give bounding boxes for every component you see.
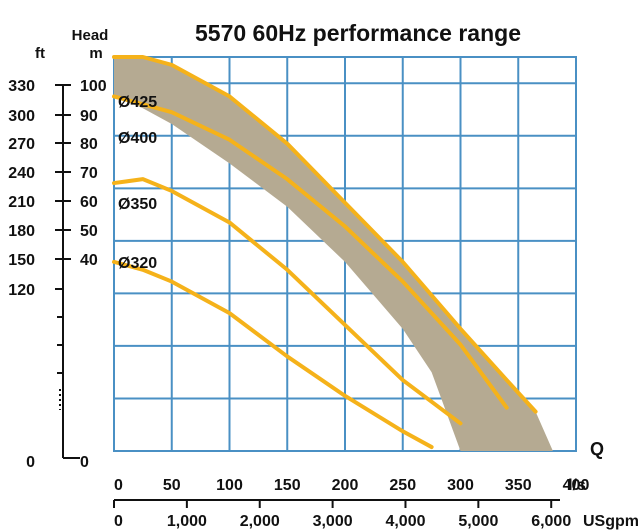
y-ticks-m: 0 40 50 60 70 80 90 100 [62, 78, 107, 471]
y-tick-label-m: 80 [80, 136, 98, 153]
curve-line [112, 259, 434, 450]
y-tick-label-ft: 180 [8, 223, 35, 240]
curve-label: Ø350 [118, 196, 157, 213]
curve-label: Ø400 [118, 130, 157, 147]
x-tick-label-usgpm: 6,000 [531, 513, 571, 530]
x-tick-label-ls: 200 [332, 477, 359, 494]
x-tick-label-ls: 150 [274, 477, 301, 494]
y-tick-label-m: 50 [80, 223, 98, 240]
x-tick-label-usgpm: 1,000 [167, 513, 207, 530]
y-tick-label-m: 40 [80, 252, 98, 269]
y-tick-label-ft: 210 [8, 194, 35, 211]
curve-labels: Ø425 Ø400 Ø350 Ø320 [118, 94, 157, 272]
y-tick-label-m: 0 [80, 454, 89, 471]
range-fill [114, 57, 553, 451]
x-tick-label-ls: 400 [563, 477, 590, 494]
curve-label: Ø425 [118, 94, 157, 111]
x-ticks-usgpm: 0 1,000 2,000 3,000 4,000 5,000 6,000 [113, 499, 571, 530]
curve-line [112, 94, 509, 410]
impeller-curves [112, 55, 538, 450]
x-tick-label-usgpm: 5,000 [458, 513, 498, 530]
x-tick-label-usgpm: 0 [114, 513, 123, 530]
y-tick-label-ft: 240 [8, 165, 35, 182]
y-axis-unit-ft: ft [35, 45, 45, 62]
y-tick-label-m: 60 [80, 194, 98, 211]
x-axis-label: Q [590, 439, 604, 459]
x-axis-unit-ls: l/s [568, 477, 586, 494]
y-tick-label-ft: 150 [8, 252, 35, 269]
y-tick-label-ft: 0 [26, 454, 35, 471]
y-tick-label-m: 100 [80, 78, 107, 95]
y-axis-unit-m: m [89, 45, 102, 62]
curve-line [112, 177, 463, 426]
y-tick-label-m: 90 [80, 108, 98, 125]
x-tick-label-usgpm: 3,000 [313, 513, 353, 530]
y-axis-label: Head [72, 27, 109, 44]
x-ticks-ls: 0 50 100 150 200 250 300 350 400 [114, 477, 589, 494]
y-ticks-ft: 0 120 150 180 210 240 270 300 330 [8, 78, 63, 471]
x-tick-label-ls: 250 [389, 477, 416, 494]
x-tick-label-ls: 100 [216, 477, 243, 494]
x-tick-label-usgpm: 4,000 [385, 513, 425, 530]
y-tick-label-ft: 330 [8, 78, 35, 95]
chart-title: 5570 60Hz performance range [195, 20, 521, 46]
y-tick-label-ft: 270 [8, 136, 35, 153]
y-tick-label-ft: 300 [8, 108, 35, 125]
x-tick-label-ls: 0 [114, 477, 123, 494]
x-tick-label-ls: 350 [505, 477, 532, 494]
y-tick-label-m: 70 [80, 165, 98, 182]
y-tick-label-ft: 120 [8, 282, 35, 299]
curve-line [112, 55, 538, 414]
x-tick-label-usgpm: 2,000 [240, 513, 280, 530]
x-tick-label-ls: 50 [163, 477, 181, 494]
x-tick-label-ls: 300 [447, 477, 474, 494]
curve-label: Ø320 [118, 255, 157, 272]
performance-range-area [114, 57, 553, 451]
x-axis-unit-usgpm: USgpm [583, 513, 639, 530]
